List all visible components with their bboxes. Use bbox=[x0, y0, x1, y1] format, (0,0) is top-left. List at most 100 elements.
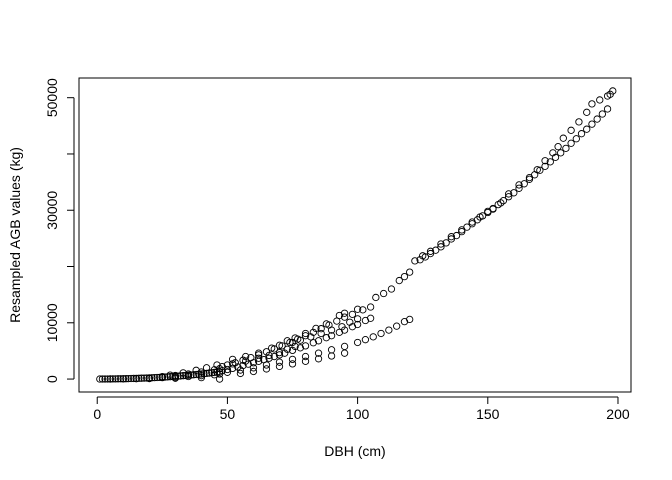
data-point bbox=[598, 110, 607, 118]
data-point bbox=[275, 362, 284, 371]
data-point bbox=[278, 342, 286, 350]
data-point bbox=[437, 240, 445, 248]
data-point bbox=[140, 374, 148, 382]
data-point bbox=[504, 193, 513, 201]
data-point bbox=[197, 368, 206, 376]
data-point bbox=[288, 360, 297, 368]
data-point bbox=[291, 342, 299, 351]
data-point bbox=[314, 349, 323, 357]
data-point bbox=[288, 346, 297, 355]
data-point bbox=[119, 375, 127, 383]
data-point bbox=[346, 318, 354, 326]
data-point bbox=[262, 365, 271, 373]
data-point bbox=[369, 333, 377, 341]
data-point bbox=[228, 355, 237, 364]
data-point bbox=[223, 361, 232, 369]
y-tick-label: 30000 bbox=[44, 191, 60, 230]
data-point bbox=[236, 366, 245, 374]
data-point bbox=[340, 309, 349, 317]
data-point bbox=[307, 333, 315, 341]
data-point bbox=[132, 375, 140, 383]
x-tick-label: 150 bbox=[476, 406, 500, 422]
data-point bbox=[296, 344, 304, 352]
data-point bbox=[406, 268, 414, 276]
y-tick-label: 10000 bbox=[44, 303, 60, 342]
data-point bbox=[103, 375, 112, 383]
y-tick-label: 0 bbox=[44, 375, 60, 383]
data-point bbox=[210, 371, 219, 379]
data-point bbox=[515, 181, 523, 189]
data-point bbox=[114, 375, 122, 383]
data-point bbox=[283, 337, 291, 345]
data-point bbox=[249, 364, 258, 372]
data-point bbox=[145, 374, 153, 383]
data-point bbox=[184, 370, 193, 378]
data-point bbox=[317, 329, 325, 338]
data-point bbox=[393, 322, 401, 330]
data-point bbox=[197, 372, 206, 380]
data-point bbox=[525, 173, 534, 182]
data-point bbox=[406, 315, 414, 324]
data-point bbox=[291, 334, 299, 342]
data-point bbox=[158, 373, 166, 381]
data-point bbox=[559, 134, 567, 142]
data-point bbox=[111, 375, 120, 383]
data-point bbox=[202, 364, 211, 372]
data-point bbox=[504, 190, 513, 198]
x-tick-label: 0 bbox=[93, 406, 101, 422]
data-point bbox=[96, 375, 104, 383]
data-point bbox=[223, 368, 232, 376]
data-point bbox=[166, 371, 174, 379]
x-tick-label: 200 bbox=[606, 406, 630, 422]
data-point bbox=[215, 375, 224, 383]
y-tick-label: 50000 bbox=[44, 78, 60, 117]
data-point bbox=[353, 305, 362, 313]
data-point bbox=[510, 189, 518, 197]
data-point bbox=[557, 149, 565, 157]
data-point bbox=[476, 213, 484, 221]
data-point bbox=[366, 314, 375, 322]
data-point bbox=[575, 118, 583, 126]
data-point bbox=[137, 374, 146, 382]
data-point bbox=[255, 354, 263, 362]
data-point bbox=[281, 349, 289, 357]
data-point bbox=[447, 233, 455, 241]
data-point bbox=[348, 310, 357, 318]
data-point bbox=[379, 289, 388, 298]
data-point bbox=[317, 325, 325, 333]
data-point bbox=[499, 197, 508, 205]
data-point bbox=[312, 324, 320, 333]
data-point bbox=[153, 373, 161, 382]
data-point bbox=[322, 334, 331, 342]
data-point bbox=[603, 92, 612, 100]
data-point bbox=[192, 366, 200, 374]
data-point bbox=[309, 339, 317, 347]
data-point bbox=[275, 358, 284, 366]
data-point bbox=[603, 105, 612, 113]
data-point bbox=[98, 375, 107, 383]
data-point bbox=[106, 375, 114, 383]
data-point bbox=[213, 361, 221, 369]
data-point bbox=[301, 342, 310, 350]
y-axis: 0 10000 30000 50000 bbox=[44, 78, 75, 383]
data-point bbox=[210, 368, 219, 377]
data-point bbox=[572, 135, 580, 143]
data-point bbox=[124, 374, 133, 383]
data-point bbox=[372, 293, 380, 302]
data-point bbox=[327, 352, 336, 360]
data-point bbox=[426, 247, 435, 255]
data-point bbox=[218, 366, 226, 375]
data-point bbox=[340, 313, 349, 321]
data-point bbox=[458, 226, 466, 234]
data-point bbox=[419, 252, 427, 260]
x-tick-label: 100 bbox=[346, 406, 370, 422]
x-axis-label: DBH (cm) bbox=[324, 443, 385, 459]
data-point bbox=[122, 375, 130, 383]
data-point bbox=[411, 257, 419, 265]
data-point bbox=[567, 139, 575, 147]
x-axis: 0 50 100 150 200 bbox=[93, 396, 630, 422]
data-point bbox=[247, 354, 255, 362]
data-point bbox=[541, 157, 549, 165]
data-point bbox=[301, 329, 310, 338]
data-point bbox=[549, 149, 557, 157]
